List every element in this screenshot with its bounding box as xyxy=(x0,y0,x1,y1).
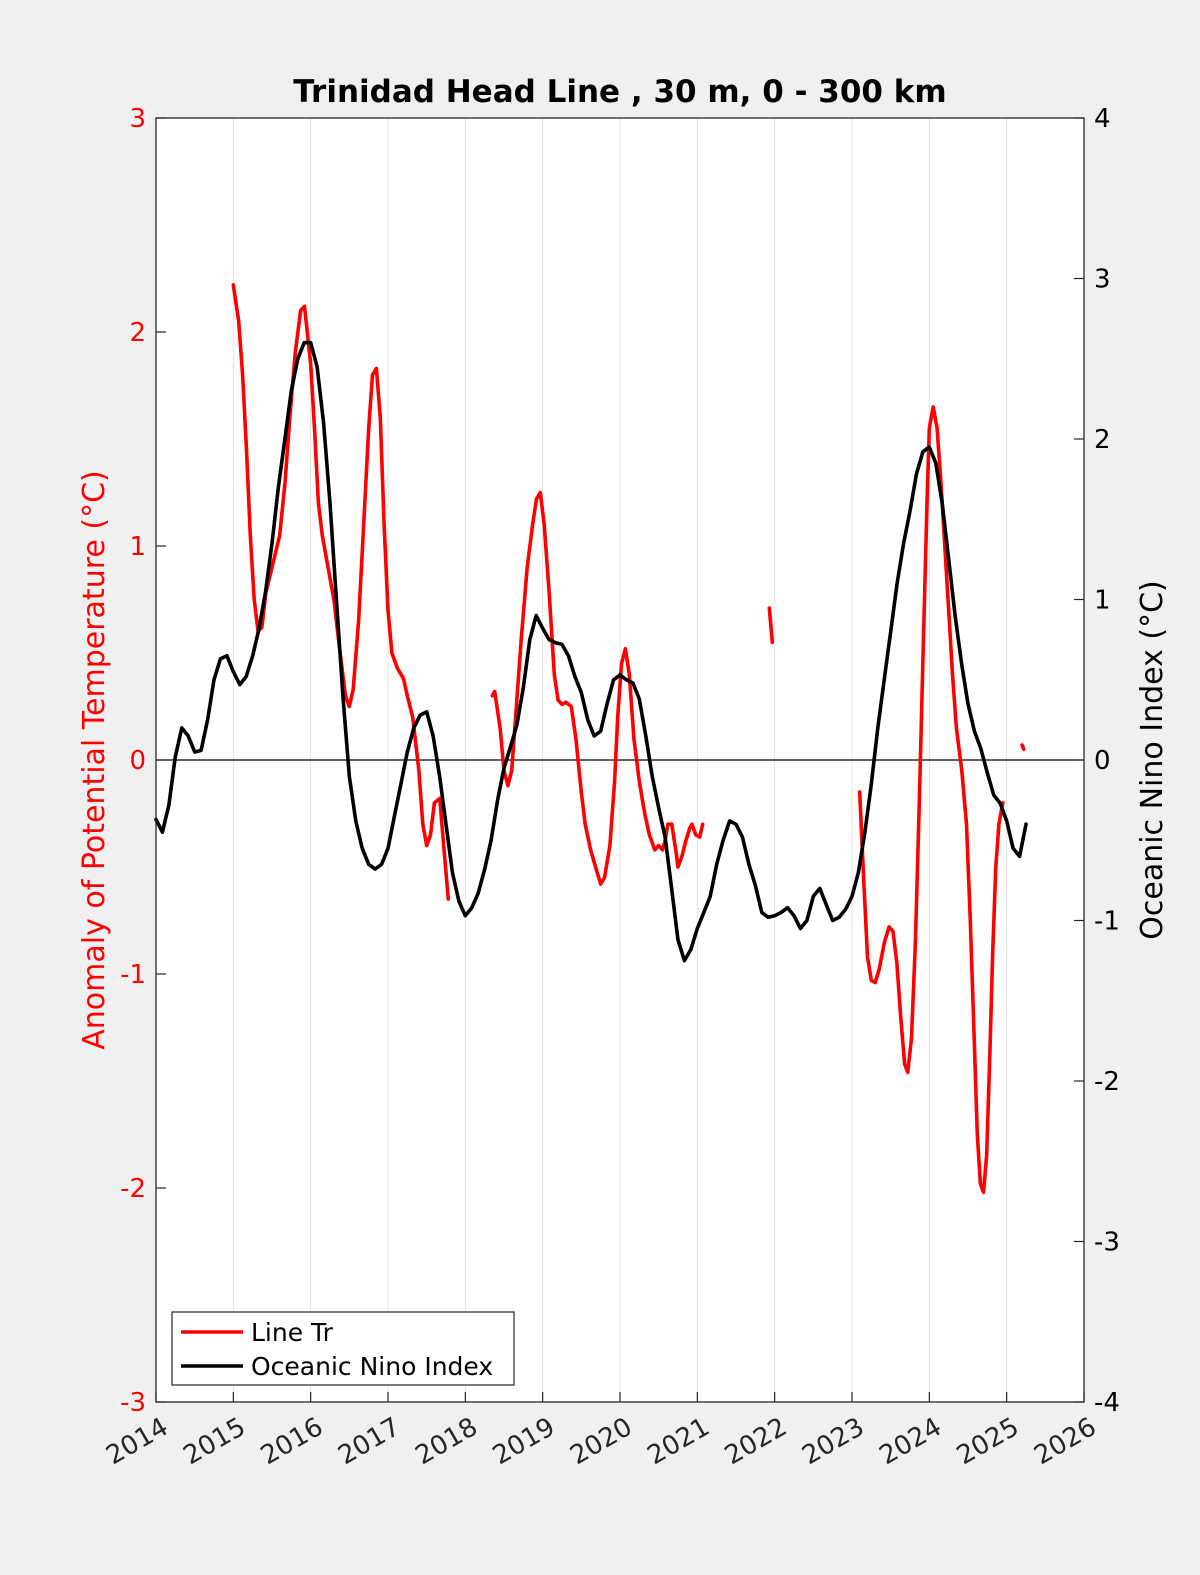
series-line-tr xyxy=(1020,743,1026,752)
y-left-tick-label: -3 xyxy=(120,1388,146,1418)
y-right-tick-label: -4 xyxy=(1094,1388,1120,1418)
series-line-tr xyxy=(857,405,1005,1195)
series-line-tr xyxy=(490,490,705,886)
y-right-tick-label: 2 xyxy=(1094,425,1111,455)
y-right-tick-label: 3 xyxy=(1094,265,1111,295)
y-right-tick-label: -1 xyxy=(1094,907,1120,937)
y-left-tick-label: 1 xyxy=(129,532,146,562)
y-right-tick-label: -3 xyxy=(1094,1228,1120,1258)
legend-label-oni: Oceanic Nino Index xyxy=(251,1352,493,1381)
y-right-tick-label: -2 xyxy=(1094,1067,1120,1097)
y-left-tick-label: 2 xyxy=(129,318,146,348)
legend-box xyxy=(171,1311,515,1386)
y-left-tick-label: 0 xyxy=(129,746,146,776)
legend: Line Tr Oceanic Nino Index xyxy=(171,1311,515,1386)
series-layer xyxy=(154,283,1028,1195)
legend-label-line-tr: Line Tr xyxy=(251,1318,334,1347)
y-left-tick-label: 3 xyxy=(129,104,146,134)
y-right-tick-label: 0 xyxy=(1094,746,1111,776)
chart-title: Trinidad Head Line , 30 m, 0 - 300 km xyxy=(293,74,946,110)
y-right-tick-label: 4 xyxy=(1094,104,1111,134)
y-right-tick-label: 1 xyxy=(1094,586,1111,616)
y-left-tick-label: -1 xyxy=(120,960,146,990)
series-oni xyxy=(154,340,1028,963)
series-line-tr xyxy=(767,606,775,645)
y-left-tick-label: -2 xyxy=(120,1174,146,1204)
y-axis-right-label: Oceanic Nino Index (°C) xyxy=(1135,580,1170,940)
y-axis-left-label: Anomaly of Potential Temperature (°C) xyxy=(77,470,112,1049)
